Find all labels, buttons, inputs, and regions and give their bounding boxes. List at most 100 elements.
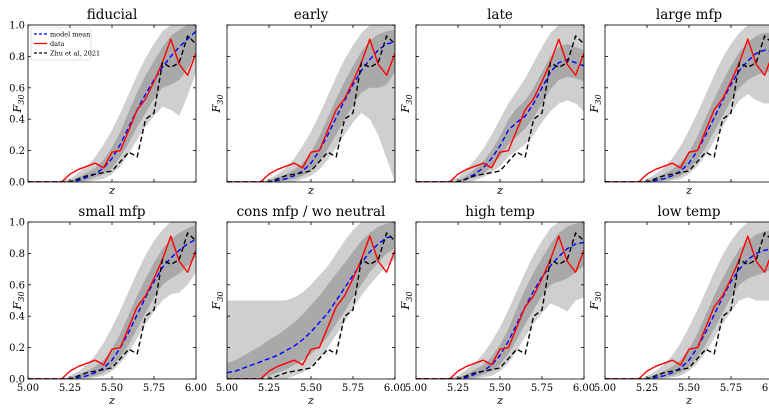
y-axis-label-main: F (587, 301, 601, 311)
confidence-band-inner (227, 29, 395, 182)
zhu-2021-line (416, 35, 584, 182)
y-tick-label: 0.0 (9, 178, 25, 189)
confidence-band-inner (416, 222, 584, 379)
zhu-2021-line (28, 35, 196, 182)
y-tick-label: 0.8 (9, 52, 25, 63)
panel-4: large mfp z F30 (587, 7, 769, 197)
y-axis-label-main: F (398, 104, 412, 114)
x-tick-label: 5.25 (447, 383, 469, 394)
plot-area (28, 25, 196, 182)
x-tick-label: 5.00 (17, 383, 39, 394)
x-axis-label: z (496, 183, 504, 197)
x-axis-label: z (496, 393, 504, 407)
model-mean-line (416, 58, 584, 182)
panel-title: cons mfp / wo neutral (237, 204, 386, 220)
y-axis-label: F30 (209, 94, 225, 113)
panel-6: 5.00 5.25 5.50 5.75 6.00 cons mfp / wo neutra… (209, 204, 406, 407)
y-tick-label: 0.0 (9, 375, 25, 386)
data-line (416, 38, 584, 182)
x-tick-label: 6.00 (384, 383, 406, 394)
y-tick-label: 0.4 (9, 115, 25, 126)
panel-2: early z F30 (209, 7, 396, 197)
confidence-band-inner (227, 222, 395, 379)
y-axis-label-sub: 30 (405, 291, 414, 301)
y-tick-label: 0.6 (9, 280, 25, 291)
zhu-2021-line (416, 232, 584, 379)
model-mean-line (416, 241, 584, 379)
y-tick-label: 1.0 (9, 21, 25, 32)
legend-label: model mean (50, 30, 90, 38)
plot-area (28, 222, 196, 379)
y-axis-label-sub: 30 (594, 291, 603, 301)
y-axis-label: F30 (398, 94, 414, 113)
panel-title: low temp (657, 204, 720, 220)
data-line (227, 235, 395, 379)
y-axis-label-main: F (10, 301, 24, 311)
confidence-band-outer (416, 25, 584, 182)
y-axis-label: F30 (398, 291, 414, 310)
y-axis-label: F30 (209, 291, 225, 310)
legend-frame (30, 27, 92, 61)
x-axis-label: z (108, 183, 116, 197)
zhu-2021-line (605, 35, 769, 182)
panel-title: late (487, 7, 513, 23)
y-tick-label: 0.2 (9, 343, 25, 354)
panel-title: high temp (465, 204, 535, 220)
zhu-2021-line (28, 232, 196, 379)
x-tick-label: 5.25 (636, 383, 658, 394)
confidence-band-inner (605, 230, 769, 379)
confidence-band-inner (605, 32, 769, 182)
legend-label: data (50, 40, 65, 48)
x-tick-label: 5.50 (101, 383, 123, 394)
x-tick-label: 5.75 (342, 383, 364, 394)
x-axis-label: z (685, 393, 693, 407)
plot-area (227, 222, 395, 379)
y-axis-label-main: F (209, 104, 223, 114)
x-tick-label: 6.00 (573, 383, 595, 394)
x-axis-label: z (307, 183, 315, 197)
zhu-2021-line (227, 232, 395, 379)
y-axis-label-sub: 30 (216, 94, 225, 104)
panel-1: 0.0 0.2 0.4 0.6 0.8 1.0 fiducial z F30 model mean… (9, 7, 197, 197)
panel-7: 5.00 5.25 5.50 5.75 6.00 high temp z F30 (398, 204, 595, 407)
y-axis-label: F30 (587, 291, 603, 310)
panel-5: 0.0 0.2 0.4 0.6 0.8 1.0 5.00 5.25 5.50 5.75 6.00 sm… (9, 204, 207, 407)
plot-area (227, 25, 395, 182)
x-tick-label: 5.00 (405, 383, 427, 394)
confidence-band-inner (416, 43, 584, 182)
confidence-band-inner (28, 225, 196, 379)
x-tick-label: 5.00 (594, 383, 616, 394)
data-line (28, 235, 196, 379)
y-axis-label: F30 (10, 94, 26, 113)
x-axis-label: z (307, 393, 315, 407)
zhu-2021-line (605, 232, 769, 379)
plot-area (605, 25, 769, 182)
confidence-band-outer (28, 222, 196, 379)
model-mean-line (605, 49, 769, 182)
x-tick-label: 5.75 (143, 383, 165, 394)
y-axis-label-sub: 30 (594, 94, 603, 104)
y-axis-label-sub: 30 (405, 94, 414, 104)
model-mean-line (28, 30, 196, 182)
y-tick-label: 0.8 (9, 249, 25, 260)
plot-area (416, 25, 584, 182)
x-tick-label: 5.50 (300, 383, 322, 394)
y-axis-label: F30 (587, 94, 603, 113)
x-tick-label: 5.25 (59, 383, 81, 394)
x-tick-label: 5.75 (720, 383, 742, 394)
confidence-band-outer (605, 222, 769, 379)
y-axis-label-main: F (209, 301, 223, 311)
y-axis-label-sub: 30 (17, 94, 26, 104)
plot-area (605, 222, 769, 379)
x-axis-label: z (108, 393, 116, 407)
data-line (605, 38, 769, 182)
x-tick-label: 5.75 (531, 383, 553, 394)
y-axis-label: F30 (10, 291, 26, 310)
confidence-band-outer (605, 25, 769, 182)
panel-3: late z F30 (398, 7, 585, 197)
zhu-2021-line (227, 35, 395, 182)
x-tick-label: 5.00 (216, 383, 238, 394)
panel-title: small mfp (78, 204, 145, 220)
data-line (227, 38, 395, 182)
